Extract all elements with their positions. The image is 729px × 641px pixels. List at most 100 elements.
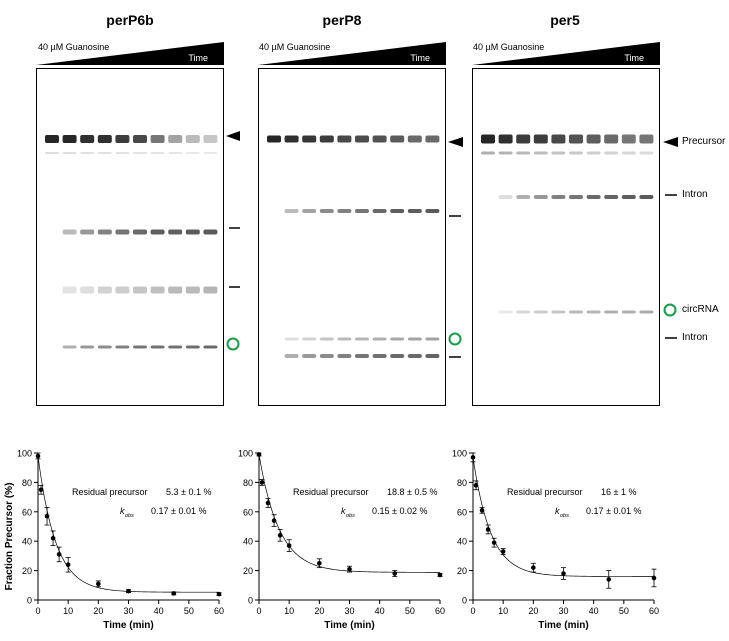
gel-band <box>97 229 112 235</box>
kobs-subscript: obs <box>346 513 355 519</box>
data-point <box>50 535 56 541</box>
kobs-value: 0.17 ± 0.01 % <box>151 506 206 516</box>
x-tick-label: 30 <box>558 606 568 616</box>
gel-band <box>168 229 183 235</box>
kobs-subscript: obs <box>125 513 134 519</box>
gel-band <box>533 134 548 144</box>
y-tick-label: 20 <box>457 566 467 576</box>
gel-band <box>516 195 531 199</box>
gel-band <box>185 345 200 349</box>
gel-band <box>569 310 583 314</box>
data-point <box>473 483 479 488</box>
gel-band <box>372 354 387 358</box>
gel-band <box>481 151 495 155</box>
circrna-circle-icon <box>663 303 677 317</box>
gel-band <box>498 310 513 314</box>
x-tick-label: 60 <box>435 606 445 616</box>
guanosine-label-3: 40 µM Guanosine <box>473 42 545 52</box>
data-point <box>259 480 265 485</box>
gel-band <box>319 354 334 358</box>
gel-band <box>185 286 200 294</box>
data-point <box>531 565 536 570</box>
residual-precursor-label: Residual precursor <box>293 487 369 497</box>
data-point <box>347 566 352 572</box>
gel-band <box>516 134 531 144</box>
y-tick-label: 0 <box>462 596 467 606</box>
gel-band <box>551 310 566 314</box>
gel-band <box>586 134 601 144</box>
x-tick-label: 50 <box>184 606 194 616</box>
gel-band <box>551 151 566 155</box>
gel-image-per5 <box>472 68 660 406</box>
gel-band <box>115 345 130 349</box>
x-tick-label: 40 <box>589 606 599 616</box>
gel-band <box>284 209 299 213</box>
data-point <box>38 487 44 493</box>
gel-band <box>355 354 369 358</box>
gel-band <box>168 286 183 294</box>
gel-band <box>319 135 334 143</box>
gel-band <box>284 337 299 341</box>
gel-band <box>62 152 77 154</box>
gel-band <box>586 151 601 155</box>
gel-band <box>80 135 95 143</box>
gel-band <box>62 229 77 235</box>
kobs-subscript: obs <box>560 513 569 519</box>
residual-precursor-value: 16 ± 1 % <box>601 487 636 497</box>
circrna-circle-icon <box>226 337 240 351</box>
residual-precursor-value: 18.8 ± 0.5 % <box>387 487 437 497</box>
gel-band <box>80 229 95 235</box>
time-wedge-label: Time <box>624 53 644 63</box>
gel-band <box>302 209 317 213</box>
gel-band <box>185 152 200 154</box>
gel-band <box>407 209 422 213</box>
gel-band <box>97 286 112 294</box>
data-point <box>126 588 131 594</box>
data-point <box>56 552 62 557</box>
x-tick-label: 20 <box>93 606 103 616</box>
gel-band <box>407 337 422 341</box>
time-wedge-label: Time <box>188 53 208 63</box>
gel-band <box>80 152 95 154</box>
kobs-value: 0.17 ± 0.01 % <box>586 506 641 516</box>
chart-perp6b: 0 20 40 60 80 100 0 10 20 30 40 50 60 Time (min) Fract… <box>4 449 224 632</box>
x-tick-label: 40 <box>154 606 164 616</box>
y-tick-label: 0 <box>27 596 32 606</box>
intron-label-2: Intron <box>682 332 708 343</box>
gel-band <box>639 134 654 144</box>
x-tick-label: 20 <box>528 606 538 616</box>
data-point <box>216 591 222 597</box>
precursor-arrow-icon <box>226 131 240 141</box>
gel-band <box>621 134 636 144</box>
gel-band <box>203 345 218 349</box>
gel-band <box>639 151 654 155</box>
kobs-symbol: k <box>555 506 560 516</box>
panel-title-per5: per5 <box>550 12 580 28</box>
x-tick-label: 10 <box>284 606 294 616</box>
gel-band <box>639 310 654 314</box>
gel-band <box>203 229 218 235</box>
gel-band <box>337 337 352 341</box>
x-tick-label: 10 <box>63 606 73 616</box>
y-tick-label: 20 <box>22 566 32 576</box>
gel-band <box>533 151 548 155</box>
gel-band <box>621 151 636 155</box>
gel-band <box>551 134 566 144</box>
gel-band <box>604 195 619 199</box>
gel-band <box>372 337 387 341</box>
guanosine-label-2: 40 µM Guanosine <box>259 42 331 52</box>
gel-band <box>168 135 183 143</box>
gel-band <box>203 152 218 154</box>
y-tick-label: 40 <box>457 537 467 547</box>
gel-band <box>355 337 369 341</box>
gel-band <box>407 135 422 143</box>
gel-band <box>45 152 59 154</box>
gel-band <box>62 286 77 294</box>
x-tick-label: 30 <box>123 606 133 616</box>
x-axis-label: Time (min) <box>324 620 374 631</box>
gel-band <box>168 152 183 154</box>
gel-band <box>150 286 165 294</box>
x-axis-label: Time (min) <box>538 620 588 631</box>
gel-band <box>133 135 147 143</box>
gel-band <box>302 135 317 143</box>
